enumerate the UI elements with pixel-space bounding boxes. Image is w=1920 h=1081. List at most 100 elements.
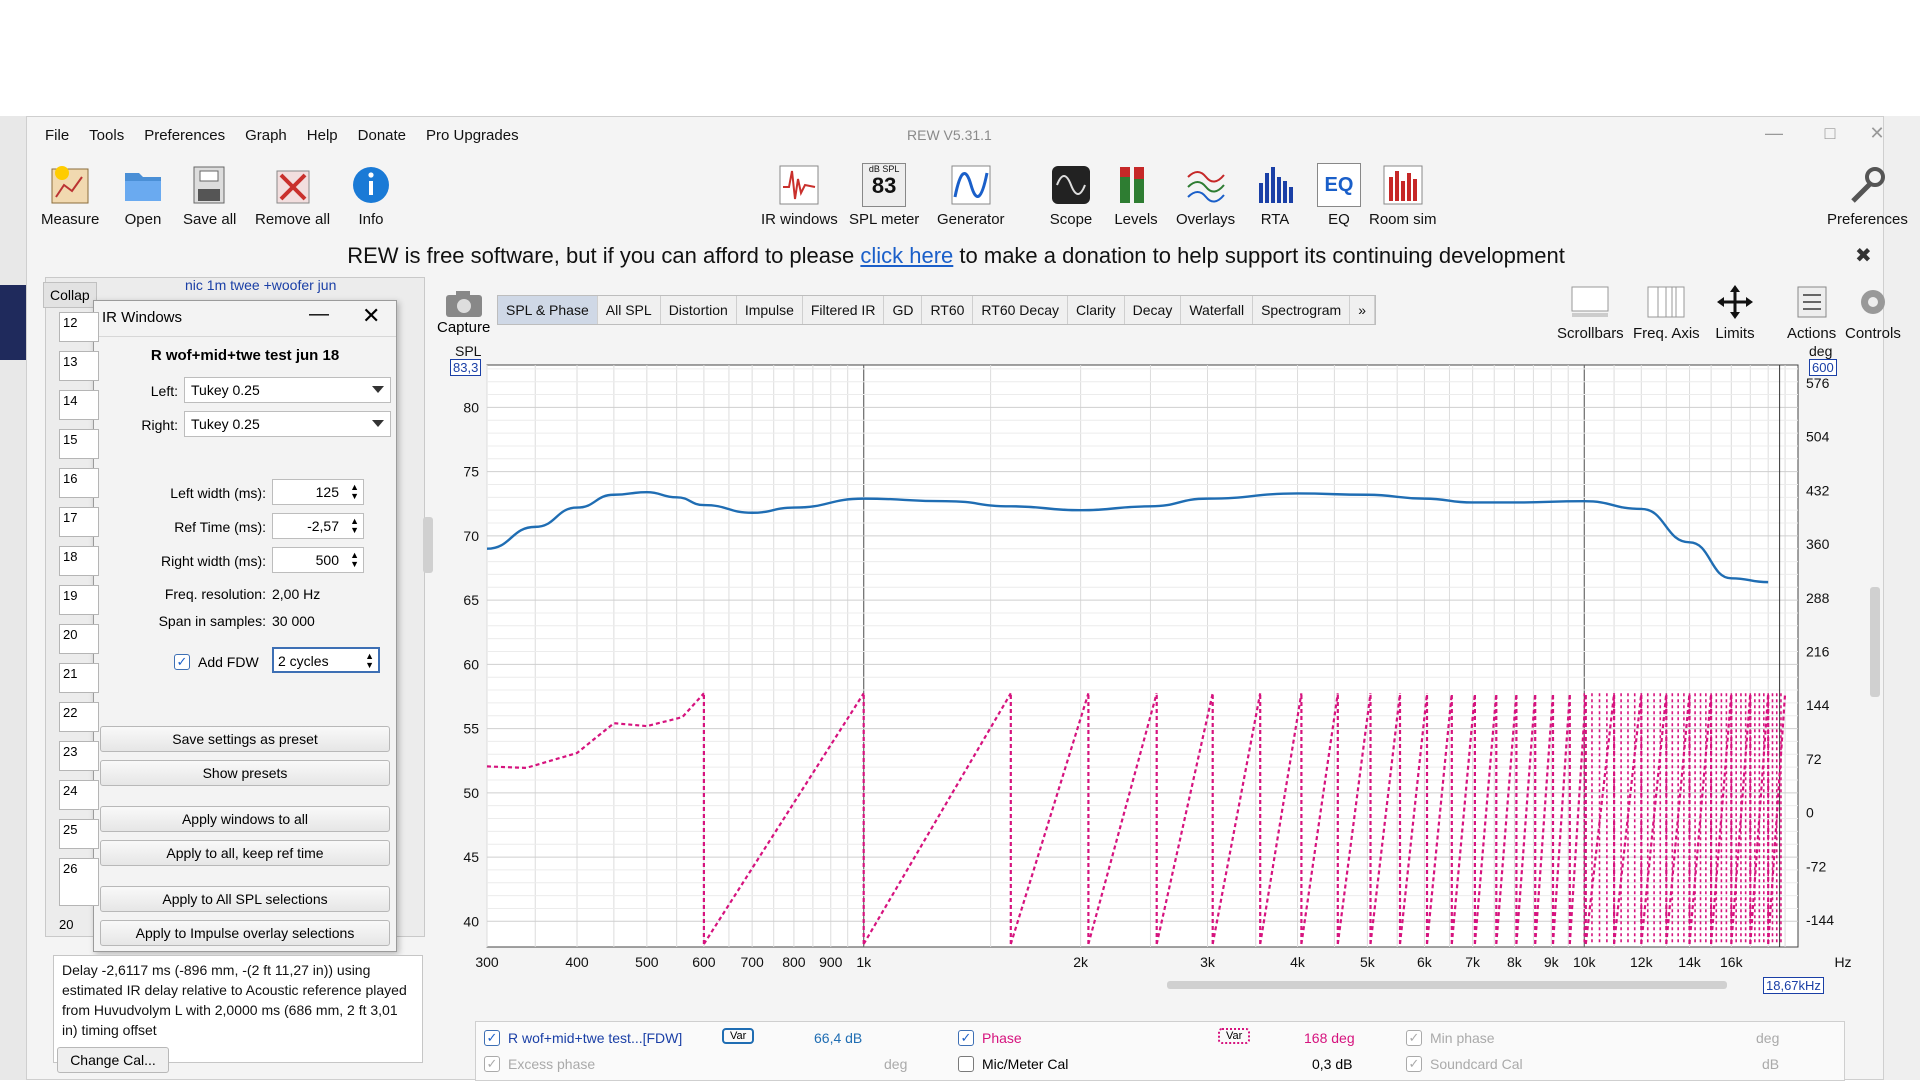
excess-phase-label[interactable]: Excess phase [508,1056,596,1072]
phase-style[interactable]: Var [1218,1028,1251,1044]
tab-clarity[interactable]: Clarity [1068,296,1125,324]
measure-button[interactable]: Measure [41,163,99,228]
preferences-button[interactable]: Preferences [1827,163,1908,228]
overlays-button[interactable]: Overlays [1176,163,1235,228]
tab-impulse[interactable]: Impulse [737,296,803,324]
menu-tools[interactable]: Tools [89,127,125,144]
x-tick-label: 16k [1720,954,1744,970]
spinner-arrows-icon[interactable]: ▲ ▼ [350,516,359,535]
tab-all-spl[interactable]: All SPL [598,296,661,324]
tab-rt60[interactable]: RT60 [922,296,974,324]
mic-cal-label[interactable]: Mic/Meter Cal [982,1056,1069,1072]
ref-time-spinner[interactable]: -2,57 ▲ ▼ [272,513,364,539]
measurement-thumbnail[interactable]: 22 [59,702,99,732]
menu-file[interactable]: File [45,127,70,144]
maximize-icon[interactable]: □ [1824,123,1836,143]
info-button[interactable]: Info [349,163,393,228]
left-window-select[interactable]: Tukey 0.25 [184,377,391,403]
spinner-arrows-icon[interactable]: ▲ ▼ [365,651,374,670]
min-phase-checkbox[interactable]: ✓ [1406,1030,1422,1046]
measurement-thumbnail[interactable]: 26 [59,858,99,906]
scrollbars-button[interactable]: Scrollbars [1557,283,1624,342]
donation-link[interactable]: click here [860,243,954,268]
minimize-icon[interactable]: — [1765,123,1783,143]
limits-button[interactable]: Limits [1713,283,1757,342]
min-phase-label[interactable]: Min phase [1430,1030,1495,1046]
menu-pro-upgrades[interactable]: Pro Upgrades [426,127,519,144]
show-presets-button[interactable]: Show presets [100,760,390,786]
spl-trace-label[interactable]: R wof+mid+twe test...[FDW] [508,1030,683,1046]
add-fdw-checkbox[interactable]: ✓ [174,654,190,670]
measurement-thumbnail[interactable]: 18 [59,546,99,576]
levels-button[interactable]: Levels [1114,163,1158,228]
tab-gd[interactable]: GD [884,296,923,324]
measurement-thumbnail[interactable]: 23 [59,741,99,771]
apply-impulse-overlay-button[interactable]: Apply to Impulse overlay selections [100,920,390,946]
spl-phase-chart[interactable]: 80 75 70 65 60 55 50 45 40 576 504 432 360 288 216 144 7… [27,117,1885,1081]
tab-spectrogram[interactable]: Spectrogram [1253,296,1351,324]
measurement-thumbnail[interactable]: 13 [59,351,99,381]
scope-button[interactable]: Scope [1049,163,1093,228]
generator-button[interactable]: Generator [937,163,1005,228]
tab-decay[interactable]: Decay [1125,296,1182,324]
phase-checkbox[interactable]: ✓ [958,1030,974,1046]
spinner-arrows-icon[interactable]: ▲ ▼ [350,482,359,501]
rta-button[interactable]: RTA [1253,163,1297,228]
collapse-tab[interactable]: Collap [43,282,97,308]
measurement-thumbnail[interactable]: 19 [59,585,99,615]
spinner-arrows-icon[interactable]: ▲ ▼ [350,550,359,569]
excess-phase-checkbox[interactable]: ✓ [484,1056,500,1072]
dialog-close-icon[interactable]: ✕ [362,303,381,328]
save-preset-button[interactable]: Save settings as preset [100,726,390,752]
spl-meter-button[interactable]: dB SPL 83 SPL meter [849,163,919,228]
measurement-thumbnail[interactable]: 25 [59,819,99,849]
save-all-button[interactable]: Save all [183,163,236,228]
right-window-select[interactable]: Tukey 0.25 [184,411,391,437]
apply-keep-ref-button[interactable]: Apply to all, keep ref time [100,840,390,866]
apply-windows-all-button[interactable]: Apply windows to all [100,806,390,832]
menu-donate[interactable]: Donate [357,127,407,144]
menu-preferences[interactable]: Preferences [144,127,226,144]
donation-close-icon[interactable]: ✖ [1855,245,1872,267]
close-icon[interactable]: ✕ [1869,123,1885,143]
tab-distortion[interactable]: Distortion [661,296,737,324]
apply-all-spl-button[interactable]: Apply to All SPL selections [100,886,390,912]
tab-filtered-ir[interactable]: Filtered IR [803,296,885,324]
ir-windows-button[interactable]: IR windows [761,163,838,228]
capture-button[interactable]: Capture [437,289,490,336]
controls-button[interactable]: Controls [1845,283,1901,342]
measurement-thumbnail[interactable]: 15 [59,429,99,459]
measurement-thumbnail[interactable]: 17 [59,507,99,537]
change-cal-button[interactable]: Change Cal... [57,1047,169,1073]
measurement-thumbnail[interactable]: 12 [59,312,99,342]
menu-graph[interactable]: Graph [245,127,287,144]
fdw-cycles-spinner[interactable]: 2 cycles ▲ ▼ [272,647,380,673]
eq-button[interactable]: EQ EQ [1317,163,1361,228]
measurement-thumbnail[interactable]: 14 [59,390,99,420]
spl-trace-style[interactable]: Var [722,1028,755,1044]
measurement-thumbnail[interactable]: 20 [59,624,99,654]
actions-button[interactable]: Actions [1787,283,1836,342]
tab-rt60-decay[interactable]: RT60 Decay [973,296,1068,324]
mic-cal-checkbox[interactable] [958,1056,974,1072]
measurement-thumbnail[interactable]: 24 [59,780,99,810]
menu-help[interactable]: Help [306,127,338,144]
right-width-spinner[interactable]: 500 ▲ ▼ [272,547,364,573]
spl-meter-value: 83 [871,173,897,198]
spl-trace-checkbox[interactable]: ✓ [484,1030,500,1046]
open-button[interactable]: Open [121,163,165,228]
measurement-thumbnail[interactable]: 16 [59,468,99,498]
tab-more[interactable]: » [1350,296,1376,324]
remove-all-button[interactable]: Remove all [255,163,330,228]
dialog-minimize-icon[interactable]: — [309,303,329,325]
left-width-spinner[interactable]: 125 ▲ ▼ [272,479,364,505]
soundcard-cal-label[interactable]: Soundcard Cal [1430,1056,1523,1072]
phase-label[interactable]: Phase [982,1030,1022,1046]
tab-spl-phase[interactable]: SPL & Phase [498,296,598,324]
soundcard-cal-checkbox[interactable]: ✓ [1406,1056,1422,1072]
selected-measurement-name[interactable]: nic 1m twee +woofer jun [185,277,337,293]
room-sim-button[interactable]: Room sim [1369,163,1437,228]
tab-waterfall[interactable]: Waterfall [1181,296,1254,324]
freq-axis-button[interactable]: Freq. Axis [1633,283,1700,342]
measurement-thumbnail[interactable]: 21 [59,663,99,693]
